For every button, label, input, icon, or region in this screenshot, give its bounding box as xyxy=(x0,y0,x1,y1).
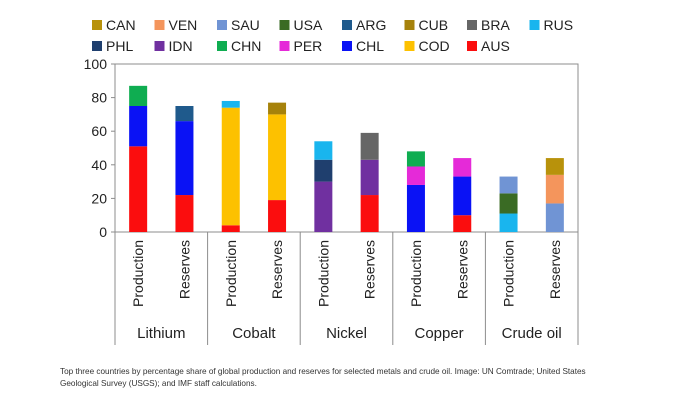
bar-segment-lithium-production-chn xyxy=(129,85,148,106)
legend-label-cub: CUB xyxy=(419,17,449,33)
x-tick-label: Reserves xyxy=(176,240,192,299)
bar-segment-copper-reserves-per xyxy=(453,158,472,177)
legend-label-bra: BRA xyxy=(481,17,510,33)
legend-label-can: CAN xyxy=(106,17,136,33)
legend-swatch-idn xyxy=(154,41,165,51)
legend-swatch-usa xyxy=(279,20,290,30)
bar-segment-crude-oil-reserves-sau xyxy=(545,203,564,232)
legend-label-aus: AUS xyxy=(481,38,510,54)
bar-segment-cobalt-reserves-aus xyxy=(268,200,287,232)
legend-label-chn: CHN xyxy=(231,38,261,54)
bar-segment-crude-oil-reserves-ven xyxy=(545,174,564,204)
x-tick-label: Production xyxy=(130,240,146,307)
y-tick-label: 100 xyxy=(84,56,108,72)
legend-label-arg: ARG xyxy=(356,17,386,33)
plot-frame xyxy=(114,63,579,233)
legend-swatch-ven xyxy=(154,20,165,30)
y-tick-label: 20 xyxy=(91,190,107,206)
x-tick-label: Production xyxy=(315,240,331,307)
x-tick-label: Reserves xyxy=(454,240,470,299)
bar-segment-cobalt-production-cod xyxy=(221,107,240,226)
bar-segment-cobalt-reserves-cod xyxy=(268,114,287,201)
legend-swatch-aus xyxy=(467,41,477,51)
bar-segment-lithium-reserves-aus xyxy=(175,195,194,232)
legend-swatch-arg xyxy=(342,20,352,30)
legend-swatch-can xyxy=(92,20,102,30)
y-tick-label: 60 xyxy=(91,123,107,139)
legend-swatch-cod xyxy=(404,41,415,51)
group-label: Copper xyxy=(414,325,463,342)
group-label: Cobalt xyxy=(232,325,276,342)
x-tick-label: Production xyxy=(501,240,517,307)
legend-label-usa: USA xyxy=(294,17,323,33)
legend-label-sau: SAU xyxy=(231,17,260,33)
figure-caption: Top three countries by percentage share … xyxy=(60,367,586,388)
legend-label-per: PER xyxy=(294,38,323,54)
bar-segment-cobalt-production-aus xyxy=(221,225,240,232)
y-tick-label: 40 xyxy=(91,157,107,173)
group-label: Nickel xyxy=(326,325,367,342)
legend-label-chl: CHL xyxy=(356,38,384,54)
x-tick-label: Reserves xyxy=(269,240,285,299)
y-tick-label: 0 xyxy=(99,224,107,240)
bar-segment-nickel-production-phl xyxy=(314,159,333,182)
bar-segment-copper-reserves-aus xyxy=(453,215,472,232)
bar-segment-crude-oil-production-rus xyxy=(499,213,518,232)
bar-segment-nickel-reserves-idn xyxy=(360,159,379,196)
legend-label-ven: VEN xyxy=(169,17,198,33)
legend-label-rus: RUS xyxy=(544,17,574,33)
bar-segment-lithium-production-chl xyxy=(129,106,148,147)
bar-segment-cobalt-production-rus xyxy=(221,100,240,108)
bar-segment-copper-production-chl xyxy=(406,184,425,232)
legend-swatch-sau xyxy=(217,20,227,30)
legend-swatch-chn xyxy=(217,41,227,51)
x-tick-label: Reserves xyxy=(547,240,563,299)
bar-segment-nickel-reserves-aus xyxy=(360,195,379,232)
bar-segment-lithium-production-aus xyxy=(129,146,148,232)
bar-segment-nickel-reserves-bra xyxy=(360,132,379,160)
bar-segment-copper-production-chn xyxy=(406,151,425,167)
legend-swatch-cub xyxy=(404,20,415,30)
bar-segment-cobalt-reserves-cub xyxy=(268,102,287,115)
x-tick-label: Production xyxy=(408,240,424,307)
bar-segment-nickel-production-rus xyxy=(314,141,333,160)
x-tick-label: Reserves xyxy=(362,240,378,299)
bar-segment-crude-oil-production-usa xyxy=(499,193,518,214)
legend-label-phl: PHL xyxy=(106,38,133,54)
legend-swatch-phl xyxy=(92,41,102,51)
group-label: Crude oil xyxy=(502,325,562,342)
bar-segment-copper-production-per xyxy=(406,166,425,185)
legend-swatch-per xyxy=(279,41,290,51)
legend-swatch-bra xyxy=(467,20,477,30)
legend-swatch-rus xyxy=(529,20,540,30)
legend-label-idn: IDN xyxy=(169,38,193,54)
group-label: Lithium xyxy=(137,325,185,342)
legend-swatch-chl xyxy=(342,41,352,51)
bar-segment-crude-oil-production-sau xyxy=(499,176,518,194)
bar-segment-nickel-production-idn xyxy=(314,181,333,232)
bar-segment-copper-reserves-chl xyxy=(453,176,472,216)
legend-label-cod: COD xyxy=(419,38,450,54)
bar-segment-lithium-reserves-chl xyxy=(175,121,194,196)
bar-segment-lithium-reserves-arg xyxy=(175,106,194,122)
x-tick-label: Production xyxy=(223,240,239,307)
bar-segment-crude-oil-reserves-can xyxy=(545,158,564,175)
y-tick-label: 80 xyxy=(91,90,107,106)
